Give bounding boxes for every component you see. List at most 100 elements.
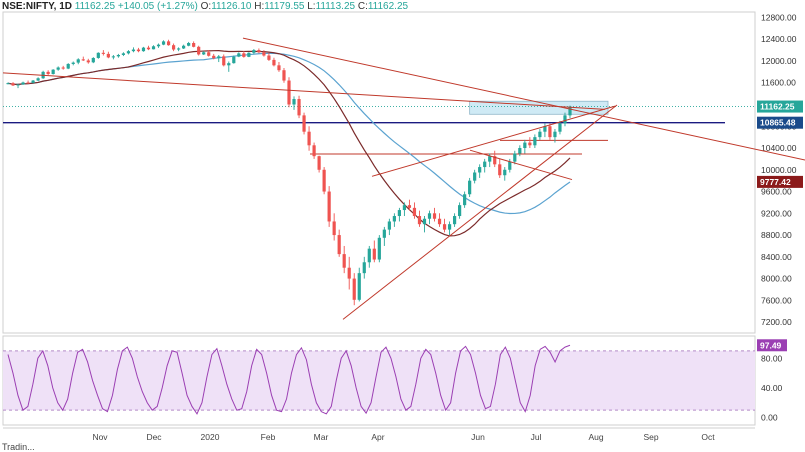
price-label-box (757, 116, 803, 129)
oscillator-line (7, 344, 571, 415)
candle-body (463, 194, 467, 206)
candle-body (156, 44, 161, 47)
candle-body (307, 131, 311, 146)
upper-trendline (2, 72, 606, 110)
x-tick-label: Sep (643, 432, 658, 442)
candle-body (508, 161, 512, 170)
x-tick-label: Oct (701, 432, 715, 442)
candle-body (322, 169, 326, 192)
candle-body (397, 210, 401, 217)
candle-body (257, 50, 261, 53)
candle-body (212, 55, 216, 59)
candle-body (121, 53, 126, 55)
candle-body (342, 254, 346, 268)
x-tick-label: 2020 (201, 432, 220, 442)
chart-header: NSE:NIFTY, 1D 11162.25 +140.05 (+1.27%) … (2, 1, 408, 12)
y-tick-label: 11600.00 (761, 78, 796, 88)
moving-average-red (7, 50, 571, 237)
candle-body (126, 51, 131, 54)
candle-body (523, 142, 527, 149)
candle-body (563, 115, 567, 124)
candle-body (312, 145, 316, 157)
candle-body (197, 46, 201, 55)
candle-body (352, 278, 356, 300)
candle-body (337, 235, 341, 255)
high-label: H: (254, 1, 265, 12)
candle-body (317, 156, 321, 170)
candle-body (146, 47, 151, 50)
candle-body (503, 169, 507, 176)
candle-body (232, 56, 236, 64)
candle-body (61, 67, 65, 69)
candle-body (81, 59, 85, 61)
candle-body (192, 43, 196, 47)
candle-body (51, 69, 55, 75)
osc-y-tick-label: 0.00 (761, 413, 778, 423)
close-value: 11162.25 (367, 1, 409, 12)
candle-body (458, 205, 462, 217)
candle-body (382, 229, 386, 238)
candle-body (11, 83, 15, 86)
high-value: 11179.55 (264, 1, 305, 12)
candle-body (21, 82, 25, 85)
candle-body (141, 47, 146, 52)
candle-body (488, 156, 492, 162)
low-value: 11113.25 (315, 1, 356, 12)
osc-y-tick-label: 40.00 (761, 383, 783, 393)
candle-body (91, 57, 95, 63)
y-tick-label: 8800.00 (761, 230, 792, 240)
candle-body (187, 43, 191, 46)
candle-body (151, 46, 156, 50)
x-tick-label: Aug (588, 432, 603, 442)
rising-support-trendline (342, 104, 618, 320)
candle-body (6, 83, 10, 85)
candle-body (442, 224, 447, 230)
candle-body (222, 56, 226, 66)
price-label: 10865.48 (760, 118, 796, 128)
candle-body (252, 50, 256, 53)
candle-body (327, 191, 331, 222)
x-tick-label: Mar (314, 432, 329, 442)
y-tick-label: 12800.00 (761, 12, 797, 22)
low-label: L: (307, 1, 316, 12)
x-tick-label: Jun (471, 432, 485, 442)
x-tick-label: Nov (92, 432, 108, 442)
candle-body (71, 62, 75, 64)
y-tick-label: 9200.00 (761, 208, 792, 218)
candle-body (417, 216, 422, 225)
candle-body (437, 218, 442, 225)
candle-body (237, 53, 241, 57)
candle-body (392, 216, 396, 222)
y-tick-label: 8000.00 (761, 274, 792, 284)
oscillator-value-box (757, 339, 787, 352)
candle-body (76, 59, 80, 63)
candle-body (26, 82, 30, 84)
x-tick-label: Jul (531, 432, 542, 442)
candle-body (101, 52, 105, 54)
price-change: +140.05 (+1.27%) (117, 1, 198, 12)
candle-body (277, 65, 281, 71)
candle-body (136, 49, 141, 52)
candle-body (548, 126, 552, 138)
candle-body (86, 60, 90, 63)
candle-body (533, 137, 537, 146)
close-label: C: (357, 1, 368, 12)
candle-body (116, 54, 120, 57)
candle-body (553, 131, 557, 138)
candle-body (372, 248, 376, 260)
candle-body (111, 56, 115, 58)
price-label-box (757, 175, 803, 188)
candle-body (217, 56, 221, 59)
candle-body (177, 48, 181, 50)
candle-body (387, 221, 391, 230)
candle-body (31, 80, 35, 83)
candle-body (543, 126, 547, 132)
y-tick-label: 7600.00 (761, 295, 792, 305)
candle-body (267, 55, 271, 60)
rising-channel-line (371, 105, 616, 177)
candle-body (202, 52, 206, 55)
candle-body (493, 156, 497, 165)
candle-body (498, 164, 502, 176)
symbol-label[interactable]: NSE:NIFTY, 1D (2, 1, 73, 12)
